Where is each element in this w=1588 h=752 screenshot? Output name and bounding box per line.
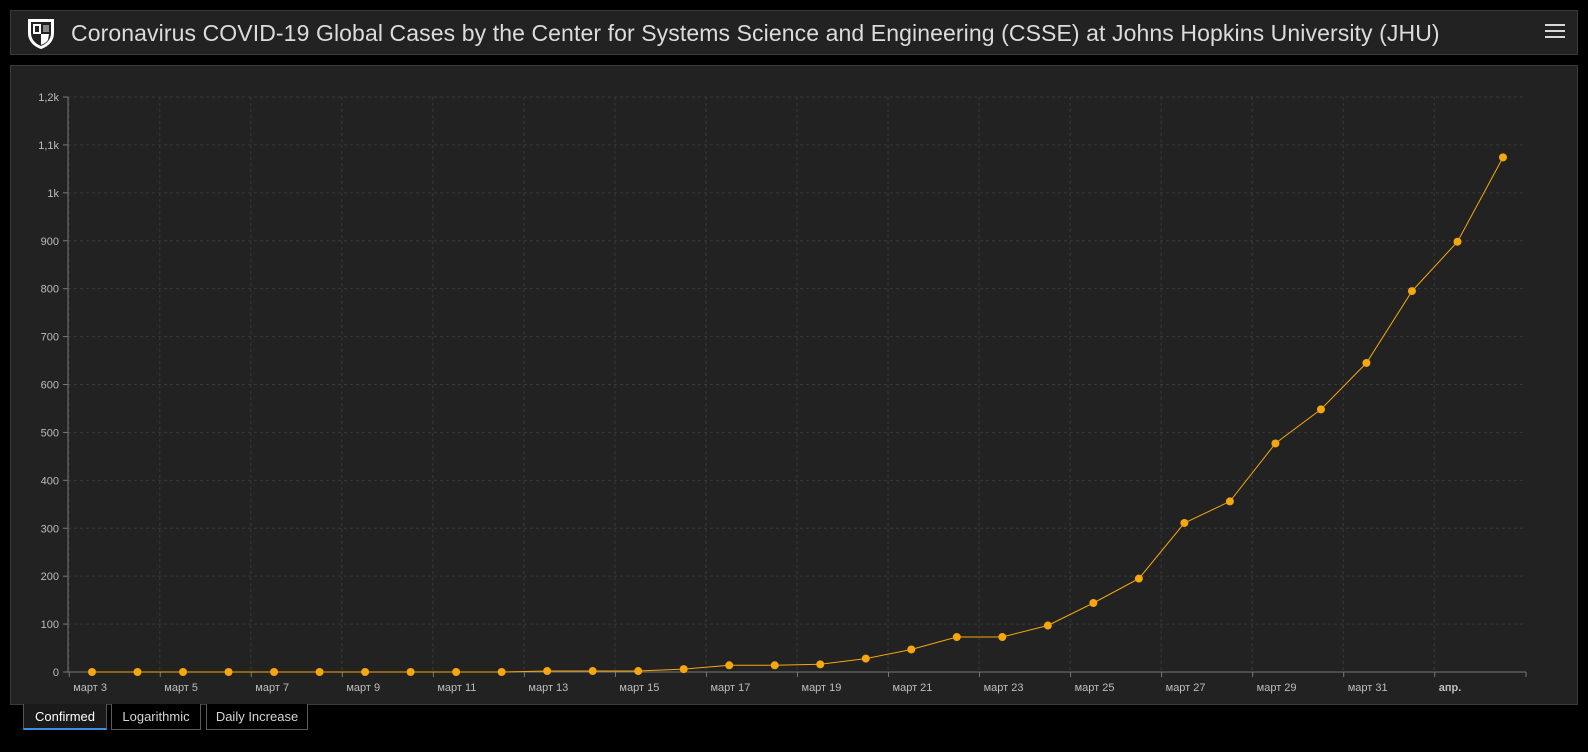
data-point bbox=[1407, 287, 1416, 296]
y-tick-label: 1,1k bbox=[38, 140, 59, 152]
data-point bbox=[998, 633, 1007, 642]
y-tick-label: 800 bbox=[41, 284, 59, 296]
data-point bbox=[452, 668, 461, 676]
data-point bbox=[1225, 497, 1234, 506]
data-point bbox=[1180, 518, 1189, 527]
data-point bbox=[315, 668, 324, 676]
data-point bbox=[770, 661, 779, 670]
x-tick-label: март 31 bbox=[1348, 682, 1388, 694]
series-line bbox=[92, 157, 1504, 673]
y-tick-label: 200 bbox=[41, 571, 59, 583]
data-point bbox=[1134, 574, 1143, 583]
data-point bbox=[497, 668, 506, 676]
tab-logarithmic[interactable]: Logarithmic bbox=[111, 704, 201, 730]
x-tick-label: март 13 bbox=[528, 682, 568, 694]
x-tick-label: март 5 bbox=[164, 682, 198, 694]
data-point bbox=[725, 661, 734, 670]
data-point bbox=[1362, 358, 1371, 367]
x-tick-label: март 9 bbox=[346, 682, 380, 694]
confirmed-cases-chart: 0 100 200 300 400 500 600 700 800 900 1k 1,1k 1,2k м… bbox=[38, 92, 1527, 694]
y-tick-label: 100 bbox=[41, 619, 59, 631]
data-point bbox=[1089, 599, 1098, 607]
hamburger-menu-icon[interactable] bbox=[1545, 21, 1565, 43]
data-point bbox=[179, 668, 188, 676]
data-point bbox=[270, 668, 279, 676]
x-tick-label: март 21 bbox=[893, 682, 933, 694]
data-point bbox=[1499, 153, 1507, 162]
x-tick-label: март 17 bbox=[710, 682, 750, 694]
page-title: Coronavirus COVID-19 Global Cases by the… bbox=[71, 20, 1440, 46]
data-point bbox=[907, 645, 916, 654]
x-tick-label: март 15 bbox=[619, 682, 659, 694]
x-tick-label: март 7 bbox=[255, 682, 289, 694]
jhu-shield-icon bbox=[28, 19, 54, 49]
y-tick-label: 900 bbox=[41, 236, 59, 248]
y-tick-label: 1k bbox=[47, 188, 59, 200]
data-point bbox=[1316, 405, 1325, 414]
y-tick-label: 300 bbox=[41, 523, 59, 535]
data-point bbox=[588, 667, 597, 676]
app-header: Coronavirus COVID-19 Global Cases by the… bbox=[10, 10, 1578, 55]
x-tick-label: март 27 bbox=[1166, 682, 1206, 694]
data-point bbox=[634, 667, 643, 676]
data-point bbox=[1043, 621, 1052, 630]
y-tick-label: 500 bbox=[41, 427, 59, 439]
x-tick-label: март 19 bbox=[802, 682, 842, 694]
x-tick-label: апр. bbox=[1439, 682, 1462, 694]
y-tick-label: 700 bbox=[41, 332, 59, 344]
data-point bbox=[543, 667, 552, 676]
x-tick-label: март 11 bbox=[437, 682, 476, 694]
data-point bbox=[679, 665, 688, 674]
y-tick-label: 600 bbox=[41, 380, 59, 392]
data-point bbox=[1453, 237, 1462, 246]
data-point bbox=[861, 654, 870, 663]
y-tick-label: 400 bbox=[41, 475, 59, 487]
data-point bbox=[88, 668, 96, 676]
x-tick-label: март 25 bbox=[1075, 682, 1115, 694]
y-tick-label: 1,2k bbox=[38, 92, 59, 104]
data-point bbox=[406, 668, 415, 676]
data-point bbox=[361, 668, 370, 676]
tab-confirmed[interactable]: Confirmed bbox=[23, 704, 107, 730]
data-point bbox=[1271, 439, 1280, 448]
x-tick-label: март 23 bbox=[984, 682, 1024, 694]
y-tick-label: 0 bbox=[53, 667, 59, 679]
data-point bbox=[952, 633, 961, 642]
data-point bbox=[816, 660, 825, 669]
x-tick-label: март 3 bbox=[73, 682, 107, 694]
tab-daily-increase[interactable]: Daily Increase bbox=[206, 704, 308, 730]
chart-panel: 0 100 200 300 400 500 600 700 800 900 1k 1,1k 1,2k м… bbox=[10, 65, 1578, 705]
data-point bbox=[224, 668, 233, 676]
x-tick-label: март 29 bbox=[1257, 682, 1297, 694]
data-point bbox=[133, 668, 142, 676]
